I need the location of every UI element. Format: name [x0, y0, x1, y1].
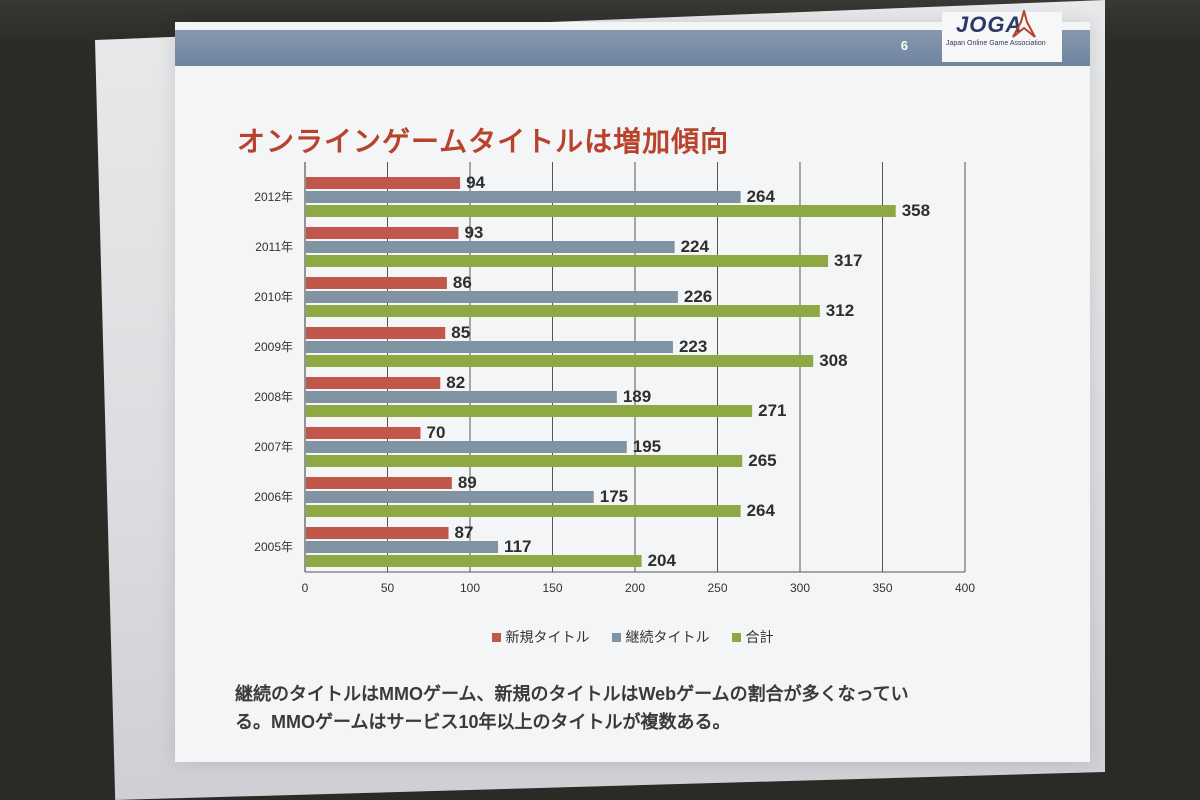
bar [306, 305, 820, 317]
bar [306, 277, 447, 289]
category-label: 2008年 [254, 390, 293, 404]
x-tick-label: 250 [707, 581, 727, 595]
category-label: 2009年 [254, 340, 293, 354]
data-label: 204 [648, 551, 677, 570]
bar [306, 427, 421, 439]
logo-star-icon [1012, 10, 1036, 38]
bar [306, 355, 814, 367]
bar [306, 505, 741, 517]
data-label: 70 [427, 423, 446, 442]
bar [306, 227, 459, 239]
data-label: 89 [458, 473, 477, 492]
bar [306, 555, 642, 567]
data-label: 312 [826, 301, 854, 320]
slide-title: オンラインゲームタイトルは増加傾向 [237, 126, 730, 157]
bar [306, 541, 499, 553]
legend-label-new: 新規タイトル [505, 629, 590, 645]
logo: JOGA Japan Online Game Association [942, 10, 1062, 62]
data-label: 226 [684, 287, 712, 306]
data-label: 224 [681, 237, 710, 256]
data-label: 223 [679, 337, 707, 356]
logo-subtitle: Japan Online Game Association [946, 40, 1046, 47]
data-label: 87 [455, 523, 474, 542]
data-label: 175 [600, 487, 628, 506]
logo-main-text: JOGA [956, 12, 1023, 37]
legend-label-continuing: 継続タイトル [625, 629, 710, 645]
x-tick-label: 150 [542, 581, 562, 595]
bar [306, 477, 452, 489]
bar [306, 377, 441, 389]
bar [306, 327, 446, 339]
data-label: 308 [819, 351, 847, 370]
legend-swatch-total [731, 632, 741, 642]
data-label: 85 [451, 323, 470, 342]
category-label: 2006年 [254, 490, 293, 504]
legend-item-continuing: 継続タイトル [611, 627, 710, 647]
x-tick-label: 50 [381, 581, 395, 595]
data-label: 358 [902, 201, 930, 220]
data-label: 94 [466, 173, 485, 192]
category-label: 2010年 [254, 290, 293, 304]
x-tick-label: 350 [872, 581, 892, 595]
data-label: 265 [748, 451, 776, 470]
legend-item-total: 合計 [731, 627, 774, 647]
category-label: 2005年 [254, 540, 293, 554]
legend-label-total: 合計 [745, 629, 774, 645]
data-label: 189 [623, 387, 651, 406]
data-label: 93 [464, 223, 483, 242]
note-line-1: 継続のタイトルはMMOゲーム、新規のタイトルはWebゲームの割合が多くなってい [235, 684, 909, 704]
bar [306, 455, 743, 467]
category-label: 2011年 [255, 240, 293, 254]
bar [306, 205, 896, 217]
data-label: 195 [633, 437, 661, 456]
data-label: 264 [747, 187, 776, 206]
bar [306, 405, 753, 417]
bar [306, 291, 678, 303]
bar [306, 341, 673, 353]
slide-header-bar: 6 [175, 30, 1090, 66]
page-number: 6 [900, 38, 908, 53]
bar [306, 527, 449, 539]
bar [306, 241, 675, 253]
data-label: 271 [758, 401, 786, 420]
bar [306, 441, 627, 453]
bar-chart: 0 50 100 150 200 250 300 350 400 2005年 87 117 204 200… [254, 162, 975, 595]
bar [306, 491, 594, 503]
data-label: 82 [446, 373, 465, 392]
x-tick-label: 0 [302, 581, 309, 595]
bar [306, 391, 617, 403]
slide: 6 JOGA Japan Online Game Association オンラ… [175, 10, 1090, 762]
data-label: 317 [834, 251, 862, 270]
legend-swatch-continuing [611, 632, 621, 642]
bar [306, 177, 461, 189]
data-label: 117 [504, 537, 531, 556]
legend-swatch-new [491, 632, 501, 642]
x-tick-label: 400 [955, 581, 975, 595]
x-tick-label: 200 [625, 581, 645, 595]
bar [306, 255, 829, 267]
legend-item-new: 新規タイトル [491, 627, 590, 647]
slide-note: 継続のタイトルはMMOゲーム、新規のタイトルはWebゲームの割合が多くなってい … [235, 680, 1035, 736]
x-tick-label: 300 [790, 581, 810, 595]
chart-legend: 新規タイトル 継続タイトル 合計 [175, 627, 1090, 647]
category-label: 2012年 [254, 190, 293, 204]
data-label: 86 [453, 273, 472, 292]
bar [306, 191, 741, 203]
data-label: 264 [747, 501, 776, 520]
category-label: 2007年 [254, 440, 293, 454]
note-line-2: る。MMOゲームはサービス10年以上のタイトルが複数ある。 [235, 712, 731, 732]
x-tick-label: 100 [460, 581, 480, 595]
